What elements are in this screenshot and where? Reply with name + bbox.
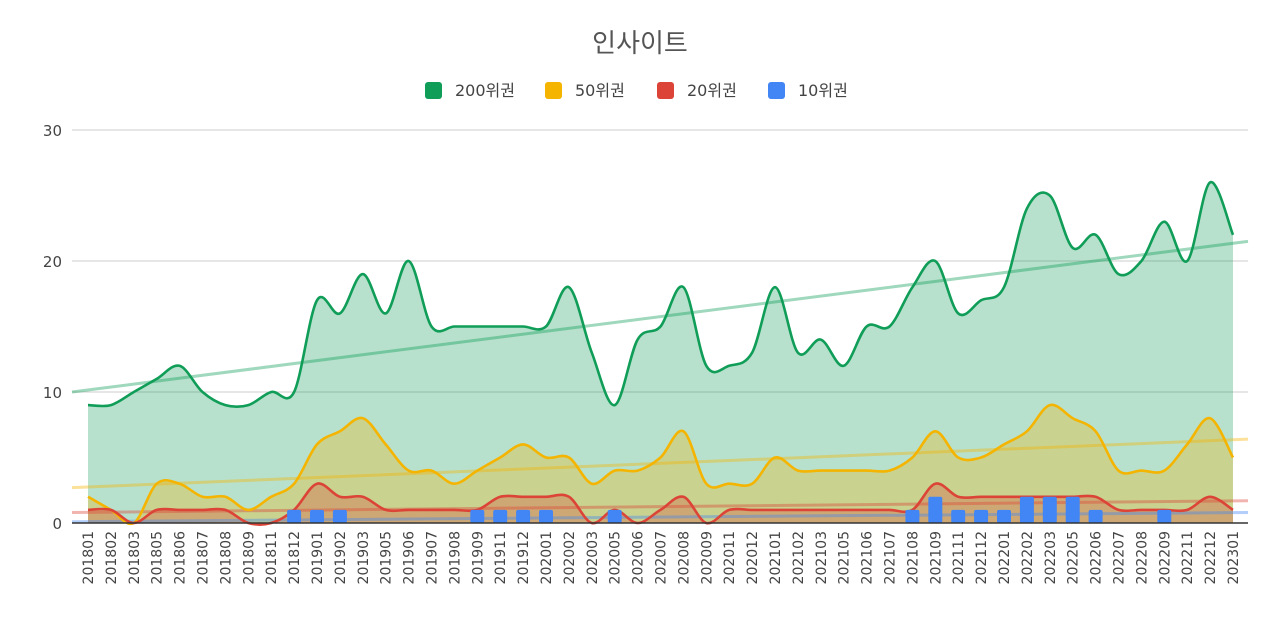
y-axis: 0 10 20 30 [43, 122, 62, 533]
bar-10위권 [974, 509, 989, 523]
x-tick-label: 202003 [585, 531, 601, 584]
bar-10위권 [287, 509, 302, 523]
x-tick-label: 202001 [539, 531, 555, 584]
x-tick-label: 201907 [425, 531, 441, 584]
legend-swatch [657, 82, 674, 99]
x-tick-label: 201803 [127, 531, 143, 584]
x-tick-label: 201912 [516, 531, 532, 584]
area-200위권 [88, 182, 1233, 523]
x-tick-label: 201808 [218, 531, 234, 584]
trendline-200위권 [71, 239, 1249, 394]
legend-label: 50위권 [575, 81, 625, 100]
bar-series [287, 496, 1172, 523]
x-tick-label: 202109 [928, 531, 944, 584]
line-200위권 [87, 181, 1235, 409]
bar-10위권 [516, 509, 531, 523]
legend-swatch [768, 82, 785, 99]
x-tick-label: 202005 [608, 531, 624, 584]
y-tick-label: 20 [43, 253, 62, 271]
bar-10위권 [470, 509, 485, 523]
legend-label: 20위권 [687, 81, 737, 100]
x-tick-label: 202203 [1043, 531, 1059, 584]
x-tick-label: 201911 [493, 531, 509, 584]
x-tick-label: 202011 [722, 531, 738, 584]
x-axis: 201801 201802 201803 201805 201806 201807 2018… [72, 522, 1248, 585]
x-tick-label: 201905 [379, 531, 395, 584]
x-tick-label: 201902 [333, 531, 349, 584]
area-20위권 [88, 483, 1233, 525]
x-tick-label: 202106 [860, 531, 876, 585]
x-tick-label: 202007 [654, 531, 670, 584]
chart-title: 인사이트 [592, 29, 688, 59]
x-tick-label: 202006 [631, 531, 647, 585]
bar-10위권 [539, 509, 553, 523]
x-tick-label: 202202 [1020, 531, 1036, 584]
x-tick-label: 202211 [1180, 531, 1196, 584]
x-tick-label: 201811 [264, 531, 280, 584]
bar-10위권 [905, 509, 920, 523]
x-tick-label: 201909 [470, 531, 486, 584]
x-tick-label: 202207 [1112, 531, 1128, 584]
x-tick-label: 201903 [356, 531, 372, 584]
bar-10위권 [493, 509, 508, 523]
bar-10위권 [1042, 496, 1057, 523]
x-tick-label: 201901 [310, 531, 326, 584]
x-tick-label: 202009 [699, 531, 715, 584]
x-tick-label: 202103 [814, 531, 830, 584]
bar-10위권 [1019, 496, 1034, 523]
x-tick-label: 202108 [905, 531, 921, 584]
x-tick-label: 202102 [791, 531, 807, 584]
y-tick-label: 0 [52, 515, 62, 533]
x-tick-label: 202206 [1089, 531, 1105, 585]
legend-label: 10위권 [798, 81, 848, 100]
x-tick-label: 202201 [997, 531, 1013, 584]
bar-10위권 [607, 509, 622, 523]
x-tick-label: 201806 [173, 531, 189, 585]
x-tick-label: 202205 [1066, 531, 1082, 584]
x-tick-label: 201812 [287, 531, 303, 584]
x-tick-label: 202112 [974, 531, 990, 584]
bar-10위권 [1065, 496, 1080, 523]
bar-10위권 [997, 509, 1011, 523]
x-tick-label: 201805 [150, 531, 166, 584]
x-tick-label: 202101 [768, 531, 784, 584]
x-tick-label: 201801 [81, 531, 97, 584]
legend-swatch [425, 82, 442, 99]
x-tick-label: 202111 [951, 531, 967, 584]
x-tick-label: 201807 [196, 531, 212, 584]
trendline-50위권 [71, 437, 1249, 490]
x-tick-label: 202208 [1134, 531, 1150, 584]
x-tick-label: 202008 [676, 531, 692, 584]
bar-10위권 [1157, 509, 1172, 523]
area-series [88, 182, 1233, 525]
legend: 200위권 50위권 20위권 10위권 [425, 81, 848, 100]
bar-10위권 [1088, 509, 1103, 523]
y-tick-label: 30 [43, 122, 62, 140]
x-tick-label: 202012 [745, 531, 761, 584]
bar-10위권 [928, 496, 943, 523]
x-tick-label: 202301 [1226, 531, 1242, 584]
series-lines [87, 181, 1235, 526]
bar-10위권 [332, 509, 347, 523]
x-tick-label: 201802 [104, 531, 120, 584]
x-tick-label: 201908 [447, 531, 463, 584]
x-tick-label: 202002 [562, 531, 578, 584]
x-tick-label: 202107 [883, 531, 899, 584]
legend-swatch [545, 82, 562, 99]
x-tick-label: 202209 [1157, 531, 1173, 584]
area-50위권 [88, 404, 1233, 524]
y-tick-label: 10 [43, 384, 62, 402]
x-tick-label: 201809 [241, 531, 257, 584]
x-tick-label: 202105 [837, 531, 853, 584]
line-50위권 [87, 403, 1235, 526]
x-tick-label: 202212 [1203, 531, 1219, 584]
line-20위권 [87, 482, 1234, 526]
x-tick-label: 201906 [402, 531, 418, 585]
bar-10위권 [951, 509, 966, 523]
bar-10위권 [310, 509, 324, 523]
legend-label: 200위권 [455, 81, 515, 100]
